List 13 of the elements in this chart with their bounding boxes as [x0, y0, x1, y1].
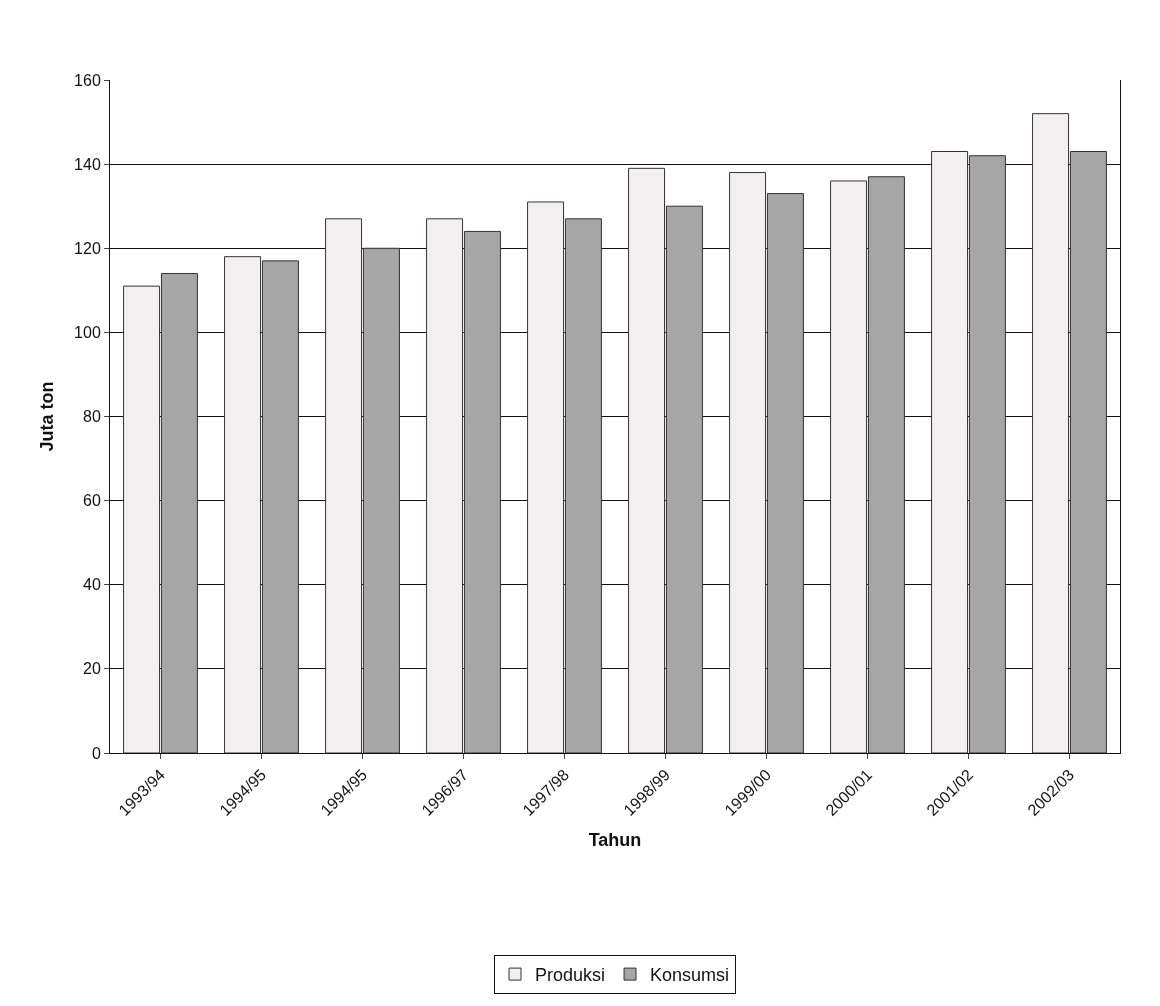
y-tick-label: 80 — [83, 408, 101, 426]
y-tick-label: 0 — [91, 744, 101, 762]
y-tick-label: 160 — [74, 71, 101, 89]
y-tick-label: 60 — [83, 492, 101, 510]
y-tick-label: 140 — [74, 155, 101, 173]
y-tick-label: 20 — [83, 660, 101, 678]
legend-label: Konsumsi — [650, 965, 730, 986]
y-tick-label: 100 — [74, 323, 101, 341]
y-tick-label: 120 — [74, 239, 101, 257]
x-axis-title: Tahun — [588, 829, 642, 850]
y-axis-title: Juta ton — [37, 381, 58, 452]
legend-label: Produksi — [535, 965, 606, 986]
y-tick-label: 40 — [83, 576, 101, 594]
